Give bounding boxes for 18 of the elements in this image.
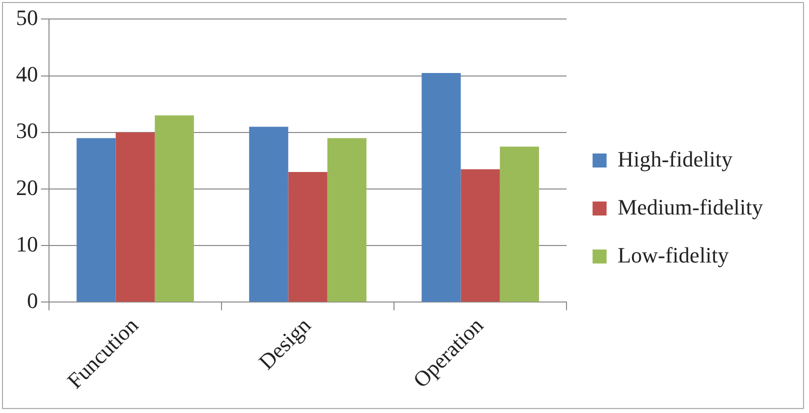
legend-label: Low-fidelity <box>618 242 729 268</box>
bar <box>460 169 500 302</box>
bar <box>327 138 366 302</box>
bar <box>422 72 461 302</box>
bar <box>249 126 288 302</box>
y-tick-label: 20 <box>16 174 38 200</box>
y-tick-label: 0 <box>27 288 38 314</box>
bar <box>76 138 116 302</box>
legend-label: Medium-fidelity <box>618 194 764 220</box>
y-tick-label: 10 <box>16 231 38 256</box>
y-tick-label: 40 <box>16 62 38 87</box>
y-tick-label: 50 <box>16 4 38 30</box>
bar <box>288 172 328 302</box>
legend-label: High-fidelity <box>618 146 732 172</box>
y-tick-label: 30 <box>16 118 38 144</box>
bar <box>500 146 539 302</box>
bar <box>116 132 155 302</box>
bar <box>154 115 194 302</box>
